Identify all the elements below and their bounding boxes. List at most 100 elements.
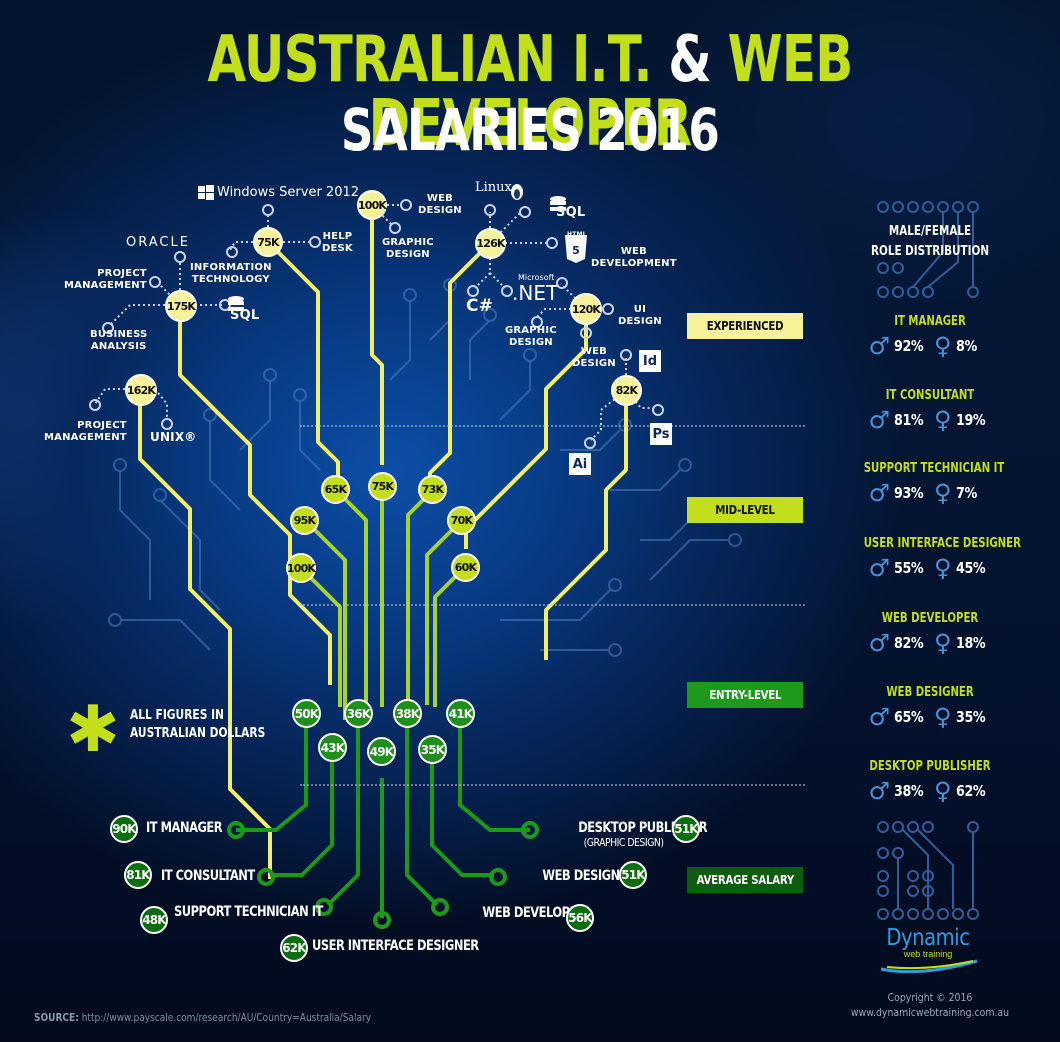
salary-badge-web-developer-experienced: 126K — [475, 228, 506, 259]
source-citation: SOURCE: http://www.payscale.com/research… — [34, 1011, 371, 1024]
currency-note: ✱ ALL FIGURES IN AUSTRALIAN DOLLARS — [66, 693, 295, 767]
windows-server-logo: Windows Server 2012 — [217, 185, 360, 200]
skill-business-analysis: BUSINESS ANALYSIS — [90, 329, 148, 352]
salary-badge-it-consultant-experienced: 175K — [165, 290, 197, 322]
skill-sql: SQL — [556, 205, 586, 220]
title-ampersand: & — [651, 23, 728, 97]
male-icon: ♂ — [868, 777, 890, 805]
skill-nodes — [89, 199, 664, 449]
microsoft-logo: Microsoft — [518, 273, 555, 282]
avg-salary-badge-web-designer: 51K — [619, 861, 647, 889]
photoshop-icon: Ps — [650, 423, 672, 445]
brand-tagline: web training — [903, 949, 953, 959]
salary-badge-desktop-publisher-entry: 41K — [446, 699, 475, 728]
mid-traces — [298, 487, 467, 720]
brand-url[interactable]: www.dynamicwebtraining.com.au — [850, 1006, 1010, 1019]
salary-badge-web-developer-entry: 38K — [393, 699, 422, 728]
title-line-1: AUSTRALIAN I.T. & WEB DEVELOPER — [117, 28, 944, 156]
skill-sql: SQL — [230, 308, 260, 323]
gender-panel-title: MALE/FEMALE ROLE DISTRIBUTION — [845, 222, 1015, 262]
avg-salary-badge-desktop-publisher: 51K — [672, 815, 700, 843]
salary-badge-it-manager-mid: 100K — [286, 553, 316, 583]
linux-logo: Linux — [475, 180, 512, 195]
salary-badge-it-manager-entry: 50K — [292, 699, 321, 728]
skill-information-technology: INFORMATION TECHNOLOGY — [190, 262, 272, 285]
brand-name: Dynamic — [886, 925, 970, 951]
salary-badge-it-consultant-mid: 95K — [290, 506, 319, 535]
gender-row-web-designer: WEB DESIGNER ♂ 65% ♀ 35% — [868, 685, 985, 731]
gender-row-ui-designer: USER INTERFACE DESIGNER ♂ 55% ♀ 45% — [863, 536, 1021, 582]
salary-badge-desktop-publisher-mid: 60K — [451, 553, 480, 582]
female-icon: ♀ — [933, 629, 952, 657]
male-icon: ♂ — [868, 629, 890, 657]
job-label-web-designer: WEB DESIGNER — [542, 868, 636, 884]
linux-tux-icon — [511, 184, 523, 200]
gender-title-line-2: ROLE DISTRIBUTION — [870, 244, 990, 259]
skill-project-management: PROJECT MANAGEMENT — [64, 268, 147, 291]
copyright-text: Copyright © 2016 — [887, 991, 973, 1004]
male-icon: ♂ — [868, 554, 890, 582]
oracle-logo: ORACLE — [126, 235, 190, 250]
female-icon: ♀ — [933, 479, 952, 507]
gender-row-support-technician: SUPPORT TECHNICIAN IT ♂ 93% ♀ 7% — [863, 461, 1005, 507]
tier-label-experienced: EXPERIENCED — [687, 313, 803, 339]
brand-logo: Dynamic web training — [858, 925, 998, 978]
avg-salary-badge-it-consultant: 81K — [124, 861, 152, 889]
avg-salary-badge-ui-designer: 62K — [280, 934, 308, 962]
gender-row-desktop-publisher: DESKTOP PUBLISHER ♂ 38% ♀ 62% — [868, 759, 991, 805]
salary-badge-web-designer-mid: 70K — [447, 506, 476, 535]
tier-divider — [300, 425, 805, 427]
tier-label-entry-level: ENTRY-LEVEL — [687, 682, 803, 708]
indesign-icon: Id — [639, 350, 661, 372]
note-line-1: ALL FIGURES IN — [129, 708, 224, 723]
source-url[interactable]: http://www.payscale.com/research/AU/Coun… — [81, 1011, 372, 1024]
dotnet-logo: .NET — [512, 281, 559, 305]
female-icon: ♀ — [933, 703, 952, 731]
html5-icon: 5 — [565, 235, 587, 263]
source-label: SOURCE: — [34, 1011, 79, 1024]
gender-row-web-developer: WEB DEVELOPER ♂ 82% ♀ 18% — [868, 611, 985, 657]
salary-badge-ui-designer-experienced: 100K — [357, 190, 387, 220]
skill-graphic-design: GRAPHIC DESIGN — [382, 237, 434, 260]
illustrator-icon: Ai — [569, 453, 591, 475]
job-sublabel-graphic-design: (GRAPHIC DESIGN) — [583, 836, 664, 849]
skill-html: HTML — [567, 231, 587, 238]
skill-unix: UNIX® — [150, 430, 197, 444]
avg-salary-badge-web-developer: 56K — [566, 904, 594, 932]
asterisk-icon: ✱ — [66, 693, 120, 767]
salary-badge-desktop-publisher-experienced: 82K — [611, 375, 642, 406]
title-part-a: AUSTRALIAN I.T. — [207, 23, 653, 97]
salary-badge-support-tech-mid: 65K — [321, 475, 350, 504]
windows-logo-icon — [198, 185, 214, 200]
female-icon: ♀ — [933, 406, 952, 434]
skill-help-desk: HELP DESK — [322, 231, 353, 254]
male-icon: ♂ — [868, 479, 890, 507]
avg-salary-badge-support-tech: 48K — [140, 906, 168, 934]
tier-label-mid-level: MID-LEVEL — [687, 497, 803, 523]
salary-badge-it-consultant-entry: 43K — [318, 733, 347, 762]
male-icon: ♂ — [868, 406, 890, 434]
tier-label-average-salary: AVERAGE SALARY — [687, 867, 803, 893]
tier-divider — [300, 784, 805, 786]
male-icon: ♂ — [868, 703, 890, 731]
job-label-web-developer: WEB DEVELOPER — [482, 905, 586, 921]
skill-ui-design: UI DESIGN — [618, 304, 662, 327]
salary-badge-it-manager-experienced: 162K — [125, 374, 157, 406]
svg-text:5: 5 — [572, 244, 580, 257]
salary-badge-web-designer-entry: 35K — [418, 735, 447, 764]
salary-badge-ui-designer-entry: 49K — [367, 737, 396, 766]
avg-salary-badge-it-manager: 90K — [110, 815, 138, 843]
skill-csharp: C# — [466, 296, 494, 316]
gender-row-it-manager: IT MANAGER ♂ 92% ♀ 8% — [868, 314, 977, 360]
job-label-it-manager: IT MANAGER — [146, 820, 223, 836]
male-icon: ♂ — [868, 332, 890, 360]
title-line-2: SALARIES 2016 — [340, 96, 720, 164]
salary-badge-web-designer-experienced: 120K — [570, 293, 602, 325]
job-label-support-technician: SUPPORT TECHNICIAN IT — [174, 904, 323, 920]
female-icon: ♀ — [933, 332, 952, 360]
female-icon: ♀ — [933, 554, 952, 582]
job-label-ui-designer: USER INTERFACE DESIGNER — [312, 938, 479, 954]
brand-swoosh-icon — [880, 959, 978, 974]
salary-badge-support-tech-experienced: 75K — [253, 227, 283, 257]
